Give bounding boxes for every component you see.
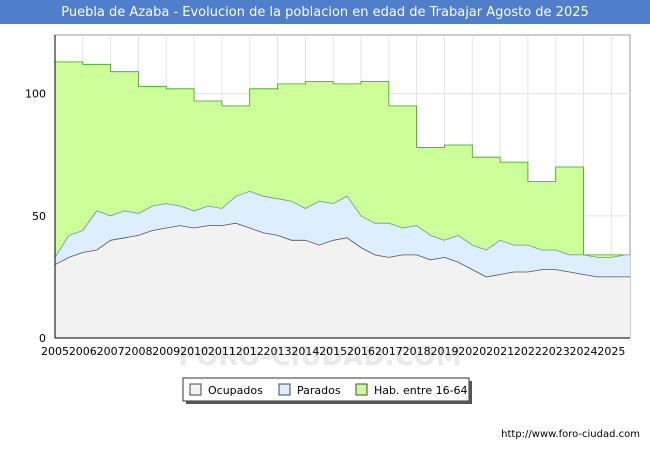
x-tick-label: 2024 — [570, 345, 598, 358]
legend-label: Ocupados — [208, 384, 263, 397]
x-tick-label: 2022 — [514, 345, 542, 358]
x-tick-label: 2007 — [97, 345, 125, 358]
x-tick-label: 2005 — [41, 345, 69, 358]
x-tick-label: 2017 — [375, 345, 403, 358]
area-ocupados — [55, 223, 630, 338]
x-tick-label: 2010 — [180, 345, 208, 358]
x-tick-label: 2018 — [403, 345, 431, 358]
legend-item: Hab. entre 16-64 — [355, 383, 468, 397]
x-tick-label: 2016 — [347, 345, 375, 358]
y-tick-label: 50 — [32, 210, 46, 223]
x-tick-label: 2014 — [291, 345, 319, 358]
x-tick-label: 2009 — [152, 345, 180, 358]
legend-swatch — [355, 383, 368, 396]
legend-shadow — [186, 401, 472, 404]
x-tick-label: 2013 — [264, 345, 292, 358]
source-credit: http://www.foro-ciudad.com — [501, 429, 640, 440]
x-tick-label: 2008 — [124, 345, 152, 358]
legend-swatch — [189, 383, 202, 396]
x-tick-label: 2020 — [458, 345, 486, 358]
legend-item: Parados — [278, 383, 341, 397]
y-tick-label: 100 — [25, 88, 46, 101]
line-hab-entre-16-64 — [55, 61, 630, 256]
line-parados — [54, 190, 630, 258]
watermark: FORO-CIUDAD.COM — [178, 342, 461, 372]
legend-swatch — [278, 383, 291, 396]
y-tick-label: 0 — [39, 332, 46, 345]
chart-title: Puebla de Azaba - Evolucion de la poblac… — [0, 0, 650, 24]
x-tick-label: 2011 — [208, 345, 236, 358]
legend-shadow-side — [469, 381, 472, 404]
legend: Ocupados Parados Hab. entre 16-64 — [182, 377, 472, 404]
legend-label: Hab. entre 16-64 — [374, 384, 468, 397]
line-ocupados — [54, 222, 630, 278]
x-tick-label: 2012 — [236, 345, 264, 358]
x-tick-label: 2006 — [69, 345, 97, 358]
x-tick-label: 2023 — [542, 345, 570, 358]
legend-label: Parados — [297, 384, 341, 397]
x-tick-label: 2021 — [486, 345, 514, 358]
legend-item: Ocupados — [189, 383, 263, 397]
x-tick-label: 2015 — [319, 345, 347, 358]
x-tick-label: 2025 — [597, 345, 625, 358]
x-tick-label: 2019 — [430, 345, 458, 358]
